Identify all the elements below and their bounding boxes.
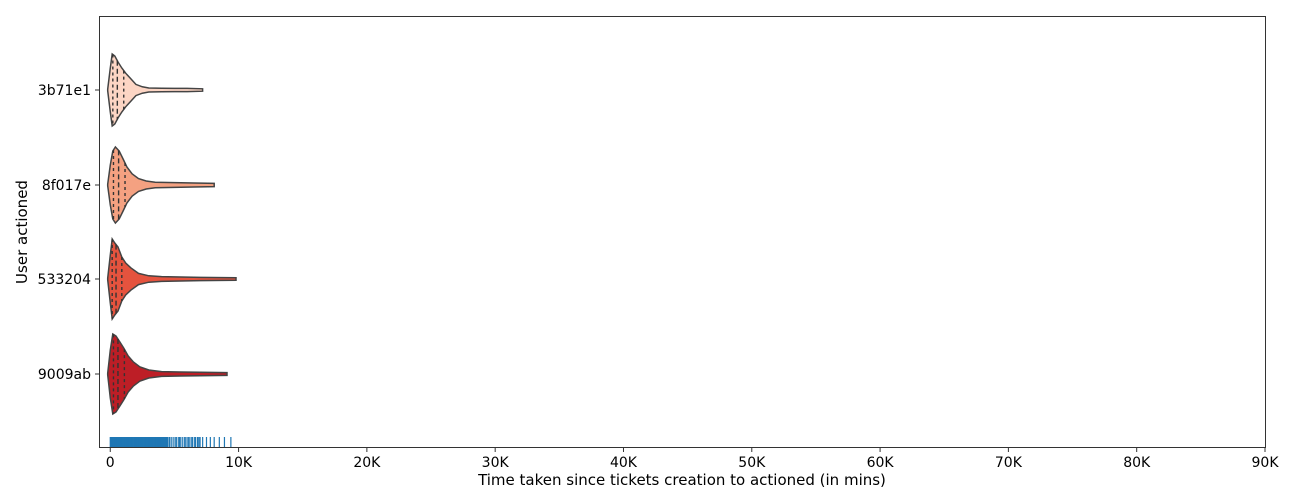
violin-533204 xyxy=(106,236,237,322)
rug-layer xyxy=(109,437,232,447)
x-tick-label: 10K xyxy=(225,455,253,471)
x-axis-label: Time taken since tickets creation to act… xyxy=(477,471,886,489)
x-tick-label: 30K xyxy=(482,455,510,471)
violin-9009ab xyxy=(106,332,228,416)
violins-layer xyxy=(106,52,237,416)
x-axis: 0 10K 20K 30K 40K 50K 60K 70K 80K 90K xyxy=(106,447,1280,471)
x-tick-label: 80K xyxy=(1123,455,1151,471)
y-axis: 3b71e1 8f017e 533204 9009ab xyxy=(38,83,100,383)
y-axis-label: User actioned xyxy=(13,180,31,284)
x-tick-label: 0 xyxy=(106,455,115,471)
y-tick-label: 533204 xyxy=(38,272,92,288)
plot-area-frame xyxy=(99,16,1266,448)
x-tick-label: 60K xyxy=(867,455,895,471)
x-tick-label: 70K xyxy=(995,455,1023,471)
x-tick-label: 40K xyxy=(610,455,638,471)
y-tick-label: 9009ab xyxy=(38,367,91,383)
y-tick-label: 3b71e1 xyxy=(38,83,91,99)
y-tick-label: 8f017e xyxy=(42,178,91,194)
x-tick-label: 20K xyxy=(353,455,381,471)
x-tick-label: 90K xyxy=(1252,455,1280,471)
violin-8f017e xyxy=(106,145,215,225)
x-tick-label: 50K xyxy=(738,455,766,471)
violin-3b71e1 xyxy=(106,52,204,128)
